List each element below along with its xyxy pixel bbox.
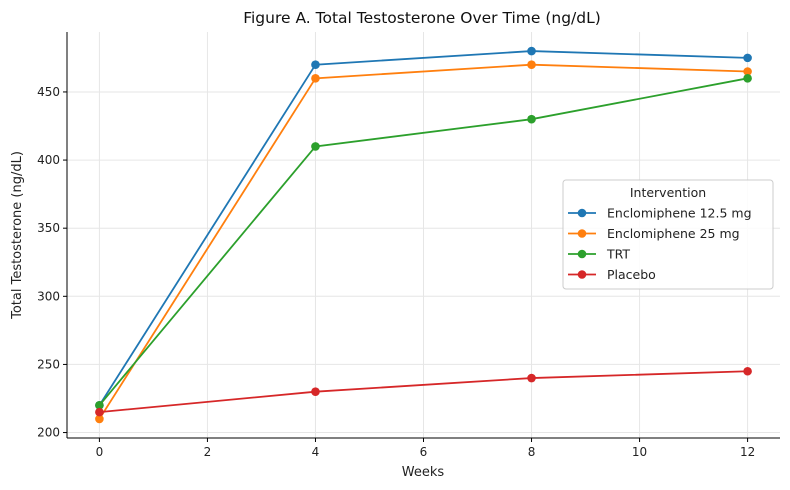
data-point	[95, 414, 104, 424]
legend-swatch-marker	[577, 229, 587, 238]
data-point	[527, 46, 536, 56]
x-tick-label: 8	[528, 445, 536, 459]
data-point	[311, 60, 320, 69]
ticks: 0 2 4 6 8 10 12 200 250 300 350 400 450	[37, 85, 755, 459]
legend-item[interactable]: Placebo	[568, 267, 656, 282]
x-axis-label: Weeks	[402, 465, 445, 480]
legend[interactable]: Intervention Enclomiphene 12.5 mgEnclomi…	[562, 179, 774, 290]
series-placebo	[95, 366, 752, 417]
series-line	[98, 63, 748, 420]
data-point	[743, 53, 752, 63]
chart-title: Figure A. Total Testosterone Over Time (…	[243, 9, 601, 27]
y-axis-label: Total Testosterone (ng/dL)	[10, 151, 25, 320]
legend-swatch-marker	[577, 249, 587, 259]
y-tick-label: 300	[37, 289, 60, 303]
x-tick-label: 10	[632, 445, 647, 459]
legend-box	[562, 179, 774, 290]
data-point	[311, 142, 320, 151]
legend-item[interactable]: TRT	[568, 247, 630, 262]
x-tick-label: 12	[740, 445, 755, 459]
legend-item[interactable]: Enclomiphene 12.5 mg	[568, 206, 752, 221]
legend-label: Enclomiphene 12.5 mg	[607, 206, 752, 221]
legend-swatch-marker	[577, 208, 587, 218]
legend-label: TRT	[606, 247, 630, 262]
series-enclomiphene-25-mg	[95, 60, 752, 424]
legend-items: Enclomiphene 12.5 mg Enclomiphene 25 mg TR…	[568, 206, 752, 282]
series-line	[98, 77, 748, 406]
data-point	[743, 67, 752, 76]
y-tick-label: 200	[37, 426, 60, 440]
data-point	[95, 401, 104, 410]
series-line	[98, 50, 748, 406]
legend-label: Placebo	[607, 267, 656, 282]
series-trt	[95, 74, 752, 410]
legend-swatch-marker	[577, 270, 587, 279]
data-point	[743, 366, 752, 376]
y-tick-label: 400	[37, 153, 60, 167]
data-point	[527, 373, 536, 383]
y-tick-label: 350	[37, 221, 60, 235]
legend-label: Enclomiphene 25 mg	[607, 226, 740, 241]
series-line	[99, 370, 748, 414]
y-tick-label: 450	[37, 85, 60, 99]
data-point	[311, 74, 320, 83]
data-point	[527, 60, 536, 69]
data-point	[311, 387, 320, 396]
data-point	[527, 114, 536, 124]
x-tick-label: 2	[204, 445, 212, 459]
series	[95, 46, 752, 424]
x-tick-label: 0	[96, 445, 104, 459]
legend-title: Intervention	[630, 185, 706, 200]
legend-item[interactable]: Enclomiphene 25 mg	[568, 226, 740, 241]
data-point	[743, 74, 752, 83]
x-tick-label: 4	[312, 445, 320, 459]
data-point	[95, 407, 104, 417]
y-tick-label: 250	[37, 357, 60, 371]
x-tick-label: 6	[420, 445, 428, 459]
